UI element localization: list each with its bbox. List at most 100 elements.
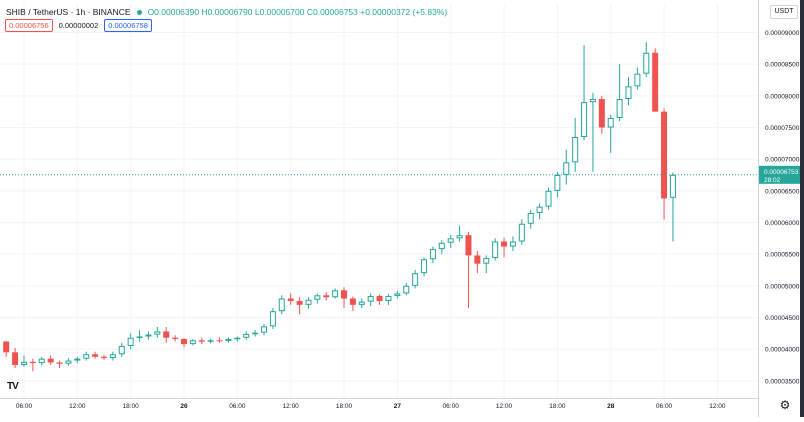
- candle: [589, 92, 596, 172]
- x-tick-label: 18:00: [123, 403, 140, 410]
- candle: [385, 294, 392, 305]
- gear-icon[interactable]: ⚙: [779, 398, 791, 412]
- sell-button[interactable]: 0.00006756: [5, 18, 53, 32]
- candle: [643, 41, 650, 77]
- candle: [225, 337, 232, 343]
- candle-body: [465, 235, 472, 256]
- y-tick-label: 0.00008500: [765, 62, 800, 69]
- candle-body: [234, 337, 241, 340]
- x-tick-label: 06:00: [16, 403, 33, 410]
- x-tick-label: 06:00: [229, 403, 246, 410]
- ohlc-readout: O0.00006390 H0.00006790 L0.00005700 C0.0…: [147, 7, 448, 17]
- candle-body: [65, 360, 72, 364]
- candle: [616, 64, 623, 122]
- candle: [536, 203, 543, 220]
- candle: [287, 293, 294, 305]
- candle-body: [225, 339, 232, 341]
- candle: [207, 338, 214, 344]
- buy-button[interactable]: 0.00006758: [104, 18, 152, 32]
- candle-body: [545, 190, 552, 207]
- candle: [29, 358, 36, 372]
- trade-panel: 0.00006756 0.00000002 0.00006758: [5, 18, 152, 32]
- candle: [518, 219, 525, 245]
- market-status-dot: [136, 9, 142, 15]
- candle: [278, 295, 285, 315]
- candle-body: [518, 223, 525, 242]
- candle: [652, 48, 659, 112]
- candle: [563, 149, 570, 185]
- candle-body: [385, 295, 392, 302]
- candle-body: [252, 332, 259, 335]
- candle-body: [429, 249, 436, 260]
- candle-body: [145, 334, 152, 337]
- candle: [20, 355, 27, 367]
- currency-button[interactable]: USDT: [770, 5, 798, 19]
- window-edge: [800, 0, 804, 417]
- candle-body: [323, 295, 330, 298]
- candle: [154, 326, 161, 338]
- y-tick-label: 0.00006000: [765, 220, 800, 227]
- candle-body: [3, 341, 10, 353]
- candle: [421, 257, 428, 277]
- candle-body: [447, 238, 454, 243]
- x-tick-label: 18:00: [336, 403, 353, 410]
- x-tick-label: 18:00: [549, 403, 566, 410]
- candle: [572, 117, 579, 172]
- candle-body: [661, 111, 668, 199]
- candle-body: [12, 352, 19, 365]
- candle: [38, 356, 45, 366]
- spread-value: 0.00000002: [58, 19, 99, 31]
- x-tick-label: 06:00: [656, 403, 673, 410]
- candle: [47, 355, 54, 365]
- candle: [118, 342, 125, 357]
- candle-body: [563, 162, 570, 175]
- candle: [332, 288, 339, 299]
- candle-body: [456, 235, 463, 239]
- candle: [65, 358, 72, 366]
- candle-body: [305, 299, 312, 305]
- candle: [341, 287, 348, 308]
- x-tick-label: 12:00: [709, 403, 726, 410]
- candle: [74, 356, 81, 364]
- candle-body: [118, 345, 125, 355]
- y-tick-label: 0.00007500: [765, 125, 800, 132]
- candle: [269, 307, 276, 329]
- candle-body: [278, 298, 285, 312]
- candle-body: [216, 340, 223, 342]
- x-tick-label: 12:00: [496, 403, 513, 410]
- candle: [216, 337, 223, 343]
- candle-body: [261, 326, 268, 333]
- candle: [252, 330, 259, 337]
- candle-body: [412, 273, 419, 286]
- candle-body: [581, 102, 588, 137]
- x-tick-label: 27: [394, 403, 402, 410]
- candle-body: [421, 259, 428, 274]
- candle: [261, 323, 268, 336]
- tradingview-logo-icon[interactable]: TV: [7, 381, 19, 392]
- chart-header: SHIB / TetherUS · 1h · BINANCE O0.000063…: [6, 5, 447, 19]
- candle-body: [607, 117, 614, 128]
- candle-body: [598, 98, 605, 128]
- candle: [3, 340, 10, 357]
- candle: [598, 95, 605, 134]
- candle-body: [616, 98, 623, 118]
- candle: [474, 250, 481, 274]
- candle-body: [207, 340, 214, 342]
- y-tick-label: 0.00005000: [765, 283, 800, 290]
- symbol-title[interactable]: SHIB / TetherUS · 1h · BINANCE: [6, 7, 131, 17]
- candle: [172, 335, 179, 342]
- candle-body: [483, 257, 490, 264]
- candle: [198, 337, 205, 345]
- candle-body: [38, 358, 45, 364]
- candle: [56, 360, 63, 369]
- candle: [403, 282, 410, 296]
- candle: [438, 240, 445, 255]
- candle: [296, 297, 303, 315]
- candle: [358, 298, 365, 308]
- candle: [181, 337, 187, 348]
- candle-body: [527, 212, 534, 224]
- y-tick-label: 0.00009000: [765, 30, 800, 37]
- last-price-badge: [759, 165, 800, 184]
